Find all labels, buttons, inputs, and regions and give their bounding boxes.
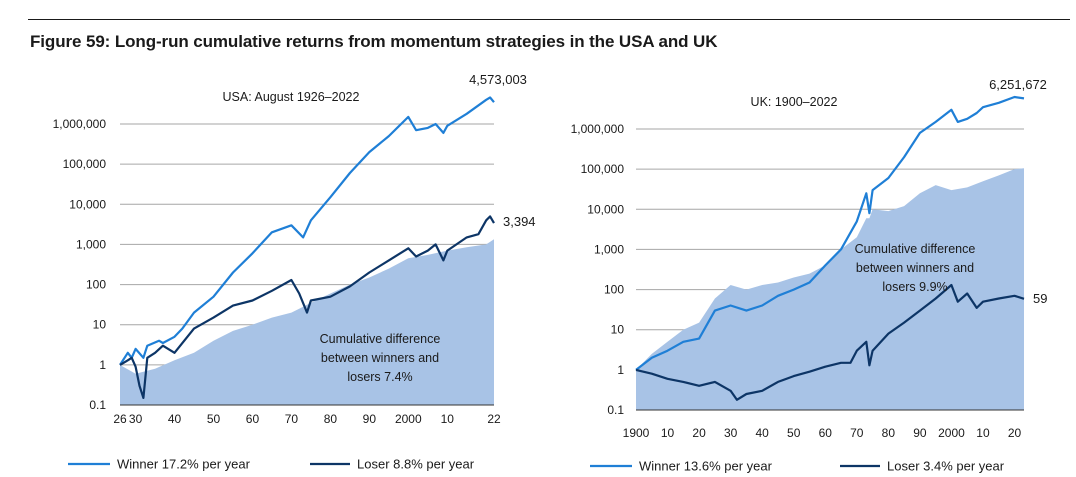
panel-subtitle: UK: 1900–2022	[751, 95, 838, 109]
x-tick-label: 50	[787, 426, 801, 440]
y-tick-label: 1,000	[76, 237, 106, 251]
loser-end-label: 3,394	[503, 214, 536, 229]
difference-annotation: between winners and	[321, 351, 439, 365]
x-tick-label: 90	[363, 412, 377, 426]
x-tick-label: 26	[113, 412, 127, 426]
loser-end-label: 59	[1033, 291, 1047, 306]
difference-area	[636, 168, 1024, 410]
winner-legend-label: Winner 13.6% per year	[639, 459, 773, 474]
x-tick-label: 70	[850, 426, 864, 440]
x-tick-label: 30	[724, 426, 738, 440]
top-rule	[28, 19, 1070, 20]
x-tick-label: 80	[324, 412, 338, 426]
x-tick-label: 40	[168, 412, 182, 426]
difference-annotation: losers 9.9%	[882, 280, 947, 294]
y-tick-label: 10,000	[587, 202, 624, 216]
y-tick-label: 100,000	[63, 157, 107, 171]
x-tick-label: 10	[661, 426, 675, 440]
winner-line	[119, 96, 495, 366]
loser-legend-label: Loser 3.4% per year	[887, 459, 1005, 474]
difference-annotation: losers 7.4%	[347, 370, 412, 384]
y-tick-label: 10,000	[69, 197, 106, 211]
y-tick-label: 10	[611, 323, 625, 337]
winner-end-label: 4,573,003	[469, 72, 527, 87]
figure-title: Figure 59: Long-run cumulative returns f…	[30, 32, 718, 51]
x-tick-label: 40	[755, 426, 769, 440]
x-tick-label: 1900	[623, 426, 650, 440]
x-tick-label: 10	[976, 426, 990, 440]
loser-line	[119, 215, 495, 399]
x-tick-label: 2000	[938, 426, 965, 440]
difference-area	[120, 239, 494, 405]
y-tick-label: 100,000	[581, 162, 625, 176]
y-tick-label: 1	[617, 363, 624, 377]
y-tick-label: 1	[99, 358, 106, 372]
difference-annotation: between winners and	[856, 261, 974, 275]
right-panel: 0.1 1 10 100 1,000 10,000 100,000 1,000,000 1900…	[571, 77, 1048, 474]
winner-end-label: 6,251,672	[989, 77, 1047, 92]
x-tick-label: 90	[913, 426, 927, 440]
x-tick-label: 2000	[395, 412, 422, 426]
difference-annotation: Cumulative difference	[320, 332, 441, 346]
y-tick-label: 100	[604, 283, 624, 297]
x-tick-label: 20	[1008, 426, 1022, 440]
loser-legend-label: Loser 8.8% per year	[357, 457, 475, 472]
x-tick-label: 50	[207, 412, 221, 426]
y-tick-label: 10	[93, 318, 107, 332]
x-tick-label: 30	[129, 412, 143, 426]
y-tick-label: 100	[86, 278, 106, 292]
x-tick-label: 60	[246, 412, 260, 426]
y-tick-label: 0.1	[607, 403, 624, 417]
winner-legend-label: Winner 17.2% per year	[117, 457, 251, 472]
x-tick-label: 10	[441, 412, 455, 426]
winner-line	[635, 95, 1025, 371]
x-tick-label: 80	[882, 426, 896, 440]
y-tick-label: 1,000,000	[571, 122, 625, 136]
y-tick-label: 1,000,000	[53, 117, 107, 131]
y-tick-label: 0.1	[89, 398, 106, 412]
x-tick-label: 20	[692, 426, 706, 440]
x-tick-label: 70	[285, 412, 299, 426]
y-tick-label: 1,000	[594, 242, 624, 256]
panel-subtitle: USA: August 1926–2022	[223, 90, 360, 104]
loser-line	[635, 283, 1025, 401]
left-panel: 0.1 1 10 100 1,000 10,000 100,000 1,000,000 26 30…	[53, 72, 536, 472]
x-tick-label: 22	[487, 412, 501, 426]
x-tick-label: 60	[819, 426, 833, 440]
difference-annotation: Cumulative difference	[855, 242, 976, 256]
